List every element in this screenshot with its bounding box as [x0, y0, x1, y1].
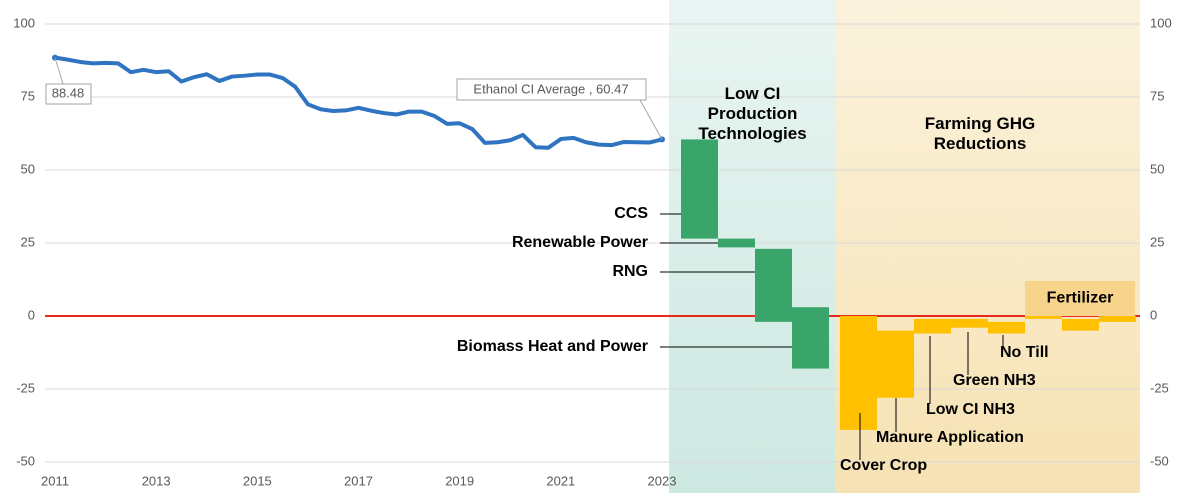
bar-label: Green NH3 — [953, 372, 1036, 389]
y2-tick-label: -50 — [1150, 453, 1169, 468]
bar — [1025, 316, 1062, 319]
y-tick-label: 50 — [21, 161, 35, 176]
y-tick-label: -25 — [16, 380, 35, 395]
bar-label: Fertilizer — [1047, 290, 1114, 307]
y-tick-label: 100 — [13, 15, 35, 30]
callout-line — [639, 99, 663, 140]
bar — [1062, 318, 1099, 331]
bar — [840, 316, 877, 430]
callout-box — [45, 83, 92, 105]
bar — [755, 248, 792, 322]
bar — [914, 318, 951, 334]
x-tick-label: 2011 — [41, 473, 69, 488]
y2-tick-label: 25 — [1150, 234, 1164, 249]
x-tick-label: 2015 — [243, 473, 272, 488]
annotation: Ethanol CI Average , 60.47 — [473, 81, 628, 96]
bar-label: Biomass Heat and Power — [457, 338, 648, 355]
bar-label: No Till — [1000, 344, 1049, 361]
y-tick-label: 25 — [21, 234, 35, 249]
y2-tick-label: 75 — [1150, 88, 1164, 103]
line-series — [54, 55, 663, 150]
bar — [1099, 316, 1136, 322]
bar-label: Manure Application — [876, 429, 1024, 446]
region-title: Low CI Production Technologies — [698, 84, 807, 143]
y2-tick-label: -25 — [1150, 380, 1169, 395]
x-tick-label: 2019 — [445, 473, 474, 488]
label-box — [1025, 280, 1135, 316]
bar — [988, 321, 1025, 334]
bar — [792, 307, 829, 369]
y-tick-label: 75 — [21, 88, 35, 103]
region-background — [835, 0, 1140, 493]
annotation: 88.48 — [52, 85, 85, 100]
x-tick-label: 2021 — [546, 473, 575, 488]
y2-tick-label: 50 — [1150, 161, 1164, 176]
bar — [877, 330, 914, 398]
bar — [951, 318, 988, 328]
bar-label: Low CI NH3 — [926, 401, 1015, 418]
bar-label: RNG — [612, 263, 648, 280]
x-tick-label: 2023 — [648, 473, 677, 488]
callout-line — [54, 57, 64, 85]
x-tick-label: 2013 — [142, 473, 171, 488]
region-title: Farming GHG Reductions — [924, 114, 1036, 153]
x-tick-label: 2017 — [344, 473, 373, 488]
y2-tick-label: 100 — [1150, 15, 1172, 30]
bar — [681, 139, 718, 239]
y2-tick-label: 0 — [1150, 307, 1157, 322]
callout-box — [456, 78, 647, 101]
bar-label: CCS — [614, 205, 648, 222]
bar-label: Renewable Power — [512, 234, 648, 251]
y-tick-label: -50 — [16, 453, 35, 468]
y-tick-label: 0 — [28, 307, 35, 322]
bar-label: Cover Crop — [840, 457, 927, 474]
bar — [718, 238, 755, 248]
